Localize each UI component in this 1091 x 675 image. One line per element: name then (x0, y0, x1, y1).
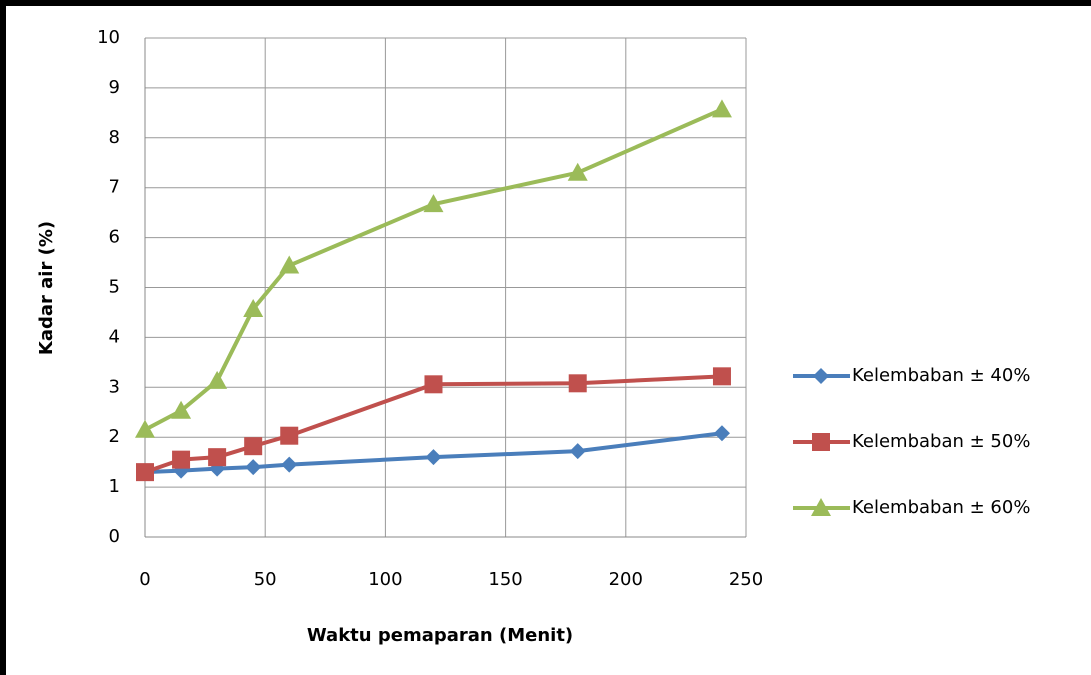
x-tick-label: 200 (609, 569, 643, 590)
y-tick-label: 3 (109, 376, 120, 397)
marker (280, 427, 298, 445)
y-tick-label: 1 (109, 476, 120, 497)
x-tick-label: 100 (368, 569, 402, 590)
x-tick-label: 50 (254, 569, 277, 590)
x-tick-label: 0 (139, 569, 150, 590)
y-tick-label: 9 (109, 77, 120, 98)
y-tick-label: 8 (109, 127, 120, 148)
frame-left (0, 0, 6, 675)
marker (136, 463, 154, 481)
chart: Waktu pemaparan (Menit) Kadar air (%) 0 1… (0, 0, 1091, 675)
y-tick-label: 6 (109, 227, 120, 248)
marker (244, 437, 262, 455)
legend-label: Kelembaban ± 50% (852, 431, 1030, 452)
marker (713, 367, 731, 385)
marker (569, 374, 587, 392)
marker (172, 451, 190, 469)
frame-top (0, 0, 1091, 6)
legend-marker (812, 433, 830, 451)
x-tick-label: 250 (729, 569, 763, 590)
y-tick-label: 10 (97, 27, 120, 48)
y-tick-label: 7 (109, 177, 120, 198)
y-tick-label: 4 (109, 326, 120, 347)
y-tick-label: 5 (109, 277, 120, 298)
x-tick-label: 150 (488, 569, 522, 590)
y-tick-label: 0 (109, 526, 120, 547)
y-axis-title: Kadar air (%) (36, 221, 57, 355)
legend-label: Kelembaban ± 60% (852, 497, 1030, 518)
page: {"chart_data": {"type": "line", "x_label… (0, 0, 1091, 675)
marker (424, 375, 442, 393)
marker (208, 448, 226, 466)
x-axis-title: Waktu pemaparan (Menit) (307, 625, 573, 646)
y-tick-label: 2 (109, 426, 120, 447)
legend-label: Kelembaban ± 40% (852, 365, 1030, 386)
